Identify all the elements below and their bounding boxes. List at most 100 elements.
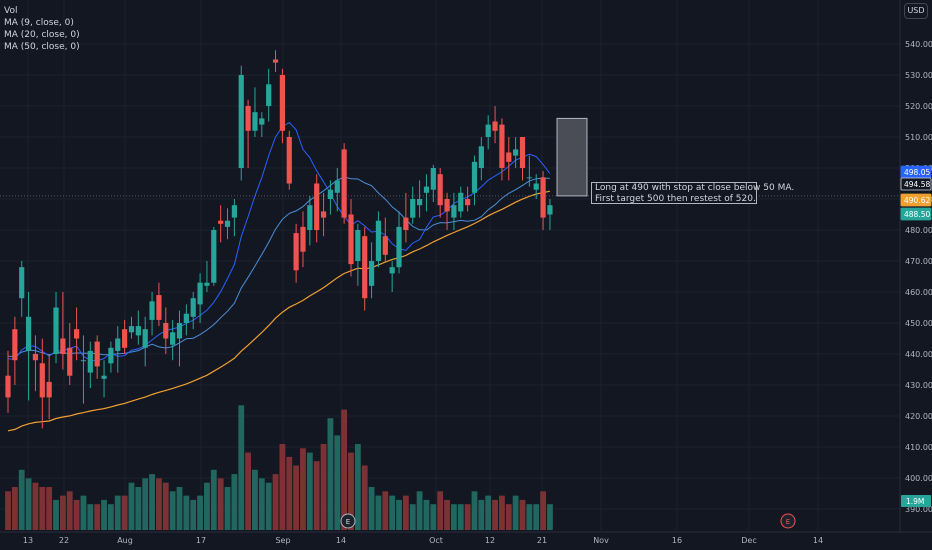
candle-body[interactable] (87, 350, 93, 373)
volume-bar[interactable] (437, 491, 444, 530)
candle-body[interactable] (46, 381, 52, 398)
candle-body[interactable] (286, 137, 292, 184)
candle-body[interactable] (231, 205, 237, 218)
candle-body[interactable] (375, 220, 382, 261)
candle-body[interactable] (526, 177, 532, 179)
target-box[interactable] (556, 117, 588, 197)
legend-ma9[interactable]: MA (9, close, 0) (4, 18, 74, 28)
volume-bar[interactable] (265, 482, 272, 530)
candle-body[interactable] (396, 226, 402, 268)
candle-body[interactable] (259, 118, 265, 125)
candle-body[interactable] (224, 220, 231, 227)
volume-bar[interactable] (361, 465, 368, 531)
volume-bar[interactable] (499, 495, 505, 530)
volume-bar[interactable] (128, 482, 135, 530)
volume-bar[interactable] (519, 499, 526, 530)
candle-body[interactable] (314, 183, 320, 231)
candle-body[interactable] (293, 233, 299, 271)
volume-bar[interactable] (190, 499, 197, 530)
candle-body[interactable] (163, 323, 169, 339)
candle-body[interactable] (430, 168, 436, 190)
candle-body[interactable] (238, 75, 244, 168)
candle-body[interactable] (355, 230, 361, 261)
candle-body[interactable] (266, 84, 272, 106)
candle-body[interactable] (492, 121, 498, 131)
volume-bar[interactable] (94, 504, 101, 530)
volume-bar[interactable] (327, 418, 334, 530)
candle-body[interactable] (252, 112, 258, 131)
candle-body[interactable] (5, 375, 11, 398)
volume-bar[interactable] (368, 487, 375, 530)
volume-tag[interactable] (901, 495, 931, 507)
volume-bar[interactable] (258, 478, 265, 530)
volume-bar[interactable] (485, 495, 492, 530)
candle-body[interactable] (272, 59, 279, 63)
candle-body[interactable] (25, 316, 32, 351)
volume-bar[interactable] (423, 499, 430, 530)
volume-bar[interactable] (457, 504, 464, 530)
candle-body[interactable] (485, 124, 491, 137)
volume-bar[interactable] (313, 461, 320, 530)
volume-bar[interactable] (320, 444, 327, 530)
volume-bar[interactable] (402, 495, 409, 530)
volume-bar[interactable] (396, 499, 402, 530)
candle-body[interactable] (540, 177, 546, 218)
volume-bar[interactable] (334, 435, 341, 530)
candle-body[interactable] (218, 220, 224, 224)
candle-body[interactable] (128, 326, 135, 333)
candle-body[interactable] (156, 295, 162, 320)
volume-bar[interactable] (224, 487, 231, 530)
candle-body[interactable] (60, 338, 66, 355)
candle-body[interactable] (499, 124, 505, 168)
candle-body[interactable] (74, 329, 80, 339)
volume-bar[interactable] (272, 474, 279, 530)
candle-body[interactable] (389, 267, 395, 274)
volume-bar[interactable] (478, 499, 485, 530)
volume-bar[interactable] (512, 495, 519, 530)
volume-bar[interactable] (162, 482, 169, 530)
volume-bar[interactable] (375, 495, 382, 530)
volume-bar[interactable] (471, 491, 478, 530)
volume-bar[interactable] (204, 482, 210, 530)
volume-bar[interactable] (156, 478, 162, 530)
volume-bar[interactable] (39, 487, 46, 530)
candle-body[interactable] (32, 354, 39, 361)
candle-body[interactable] (465, 199, 471, 206)
volume-bar[interactable] (11, 487, 18, 530)
volume-bar[interactable] (354, 444, 361, 530)
candle-body[interactable] (444, 199, 450, 212)
candle-body[interactable] (519, 137, 526, 168)
candle-body[interactable] (458, 192, 464, 212)
candle-body[interactable] (39, 363, 45, 398)
candle-body[interactable] (149, 301, 155, 320)
candle-body[interactable] (403, 217, 409, 230)
candle-body[interactable] (176, 323, 183, 339)
volume-bar[interactable] (135, 487, 142, 530)
candle-body[interactable] (547, 205, 553, 215)
volume-bar[interactable] (59, 495, 66, 530)
earnings-event-marker[interactable] (340, 513, 356, 529)
candle-body[interactable] (67, 347, 73, 376)
candle-body[interactable] (327, 189, 334, 199)
ma50-line[interactable] (7, 190, 551, 432)
candle-body[interactable] (12, 329, 18, 361)
volume-bar[interactable] (409, 504, 416, 530)
candle-body[interactable] (53, 307, 59, 355)
volume-bar[interactable] (142, 478, 149, 530)
volume-bar[interactable] (286, 456, 293, 530)
earnings-event-marker[interactable] (780, 513, 796, 529)
candle-body[interactable] (368, 261, 375, 286)
candle-body[interactable] (362, 236, 368, 299)
volume-bar[interactable] (5, 491, 11, 530)
candle-body[interactable] (135, 326, 141, 336)
trade-note-annotation[interactable]: Long at 490 with stop at close below 50 … (591, 182, 794, 204)
candle-body[interactable] (513, 149, 519, 156)
candle-body[interactable] (437, 174, 443, 206)
volume-bar[interactable] (416, 491, 423, 530)
volume-bar[interactable] (382, 491, 389, 530)
volume-bar[interactable] (430, 504, 437, 530)
candle-body[interactable] (211, 230, 217, 283)
candle-body[interactable] (190, 298, 196, 317)
